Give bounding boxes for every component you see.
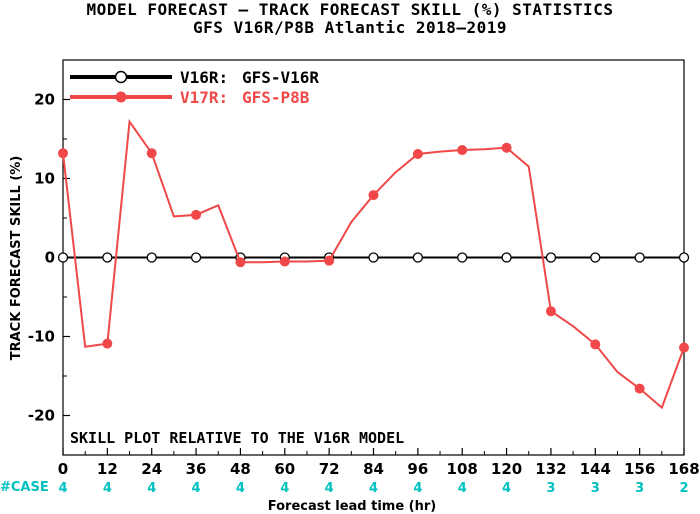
v17r-point bbox=[501, 142, 512, 153]
v17r-point bbox=[679, 342, 689, 353]
case-counts: #CASE 4 4 4 4 4 4 4 4 4 4 4 3 3 3 2 bbox=[0, 480, 689, 496]
v17r-point bbox=[457, 145, 468, 156]
legend-marker bbox=[114, 70, 128, 84]
x-tick-label: 0 bbox=[58, 460, 68, 478]
v17r-point bbox=[191, 209, 202, 220]
legend-label: GFS-P8B bbox=[242, 88, 310, 107]
case-count: 3 bbox=[546, 481, 555, 496]
v16r-point bbox=[457, 252, 468, 263]
legend-key: V17R: bbox=[180, 88, 228, 107]
v16r-point bbox=[368, 252, 379, 263]
legend: V16R: GFS-V16R V17R: GFS-P8B bbox=[70, 68, 319, 107]
v17r-line bbox=[62, 118, 685, 410]
v16r-point bbox=[545, 252, 557, 263]
series-v16r bbox=[57, 252, 690, 263]
y-tick-label: 20 bbox=[34, 91, 55, 109]
case-count: 4 bbox=[502, 481, 511, 496]
case-count: 4 bbox=[58, 481, 67, 496]
v16r-point bbox=[501, 252, 512, 263]
case-count: 4 bbox=[103, 481, 112, 496]
legend-marker bbox=[115, 91, 127, 103]
x-tick-label: 48 bbox=[230, 460, 251, 478]
case-count: 4 bbox=[192, 481, 201, 496]
x-tick-label: 36 bbox=[186, 460, 207, 478]
x-tick-label: 84 bbox=[363, 460, 384, 478]
v16r-point bbox=[102, 252, 113, 263]
series-v17r bbox=[58, 118, 689, 410]
case-count: 4 bbox=[236, 481, 245, 496]
v16r-point bbox=[678, 252, 690, 263]
x-tick-label: 12 bbox=[97, 460, 118, 478]
case-count: 4 bbox=[369, 481, 378, 496]
x-tick-label: 168 bbox=[668, 460, 699, 478]
legend-key: V16R: bbox=[180, 68, 228, 87]
v17r-point bbox=[412, 149, 423, 160]
x-tick-label: 60 bbox=[274, 460, 295, 478]
v17r-point bbox=[58, 148, 68, 159]
x-axis: 0 12 24 36 48 60 72 84 96 108 120 132 144 156 168 bbox=[58, 448, 700, 478]
x-tick-label: 108 bbox=[447, 460, 478, 478]
y-tick-label: -10 bbox=[28, 328, 55, 346]
case-count: 2 bbox=[679, 481, 688, 496]
x-tick-label: 156 bbox=[624, 460, 655, 478]
v16r-point bbox=[412, 252, 424, 263]
chart-subtitle: GFS V16R/P8B Atlantic 2018–2019 bbox=[192, 18, 508, 37]
x-tick-label: 144 bbox=[580, 460, 611, 478]
v17r-point bbox=[634, 383, 645, 394]
y-axis: -20 -10 0 10 20 bbox=[28, 59, 70, 456]
y-tick-label: 10 bbox=[34, 170, 55, 188]
v17r-point bbox=[102, 338, 113, 349]
v17r-point bbox=[368, 190, 379, 201]
v17r-point bbox=[146, 148, 157, 159]
case-count: 4 bbox=[413, 481, 422, 496]
x-tick-label: 120 bbox=[491, 460, 522, 478]
case-count: 4 bbox=[458, 481, 467, 496]
v17r-point bbox=[590, 339, 601, 350]
legend-label: GFS-V16R bbox=[242, 68, 319, 87]
x-tick-label: 24 bbox=[141, 460, 162, 478]
case-count: 4 bbox=[325, 481, 334, 496]
case-count: 4 bbox=[280, 481, 289, 496]
x-axis-label: Forecast lead time (hr) bbox=[268, 499, 436, 514]
v17r-point bbox=[324, 255, 335, 266]
chart-title: MODEL FORECAST – TRACK FORECAST SKILL (%… bbox=[86, 0, 614, 19]
y-axis-label: TRACK FORECAST SKILL (%) bbox=[9, 156, 24, 361]
v17r-point bbox=[545, 306, 556, 317]
x-tick-label: 132 bbox=[535, 460, 566, 478]
v16r-point bbox=[57, 252, 69, 263]
x-tick-label: 72 bbox=[319, 460, 340, 478]
y-axis-title: TRACK FORECAST SKILL (%) bbox=[9, 156, 24, 361]
case-count: 4 bbox=[147, 481, 156, 496]
v16r-point bbox=[190, 252, 202, 263]
y-tick-label: 0 bbox=[45, 249, 55, 267]
skill-annotation: SKILL PLOT RELATIVE TO THE V16R MODEL bbox=[70, 429, 404, 447]
v16r-point bbox=[146, 252, 157, 263]
v17r-point bbox=[279, 256, 290, 267]
case-header: #CASE bbox=[0, 480, 49, 495]
case-count: 3 bbox=[591, 481, 600, 496]
v16r-point bbox=[590, 252, 601, 263]
v16r-point bbox=[634, 252, 645, 263]
case-count: 3 bbox=[635, 481, 644, 496]
y-tick-label: -20 bbox=[28, 407, 55, 425]
x-tick-label: 96 bbox=[407, 460, 428, 478]
v17r-point bbox=[235, 257, 246, 268]
